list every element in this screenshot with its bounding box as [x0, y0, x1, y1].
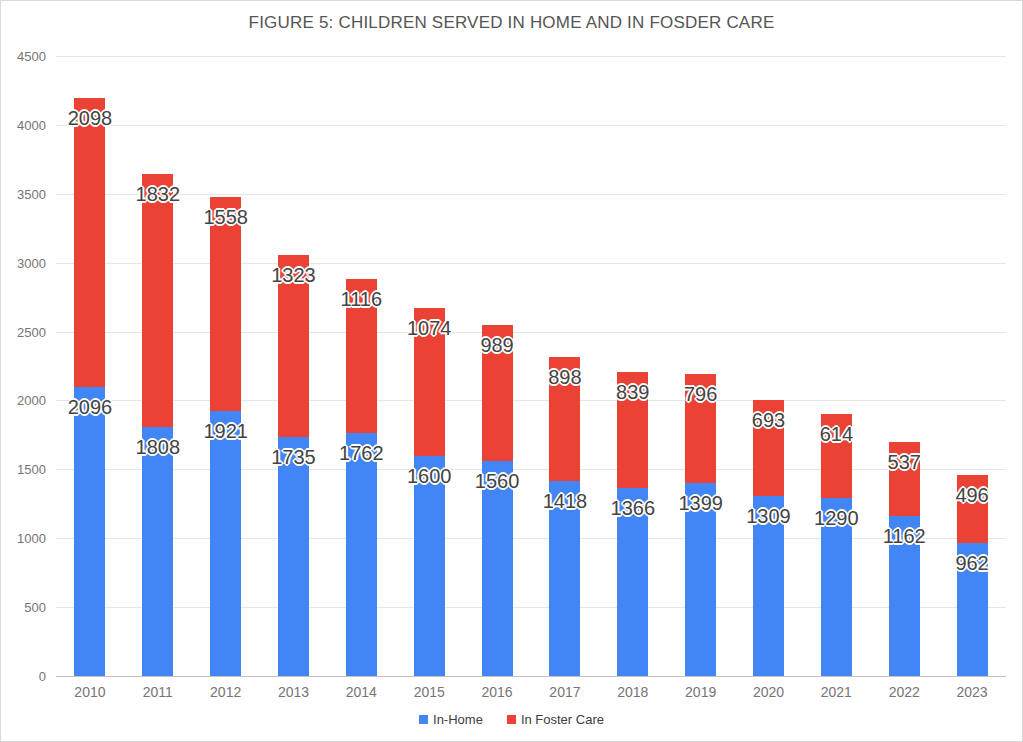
data-label-in-home-2023: 962: [927, 553, 1017, 574]
gridline-2500: [56, 332, 1006, 333]
bar-segment-in-home-2011: [142, 427, 173, 676]
data-label-foster-2014: 1116: [316, 289, 406, 310]
chart-figure: FIGURE 5: CHILDREN SERVED IN HOME AND IN…: [0, 0, 1023, 742]
legend-item-in-home: In-Home: [419, 712, 483, 727]
legend-item-in-foster-care: In Foster Care: [507, 712, 604, 727]
x-tick-label-2021: 2021: [804, 684, 868, 700]
y-tick-label-3000: 3000: [8, 255, 46, 270]
y-tick-label-1000: 1000: [8, 531, 46, 546]
data-label-foster-2021: 614: [791, 424, 881, 445]
data-label-foster-2022: 537: [859, 452, 949, 473]
y-tick-label-500: 500: [8, 600, 46, 615]
bar-segment-in-home-2013: [278, 437, 309, 676]
x-tick-label-2012: 2012: [194, 684, 258, 700]
bar-segment-in-home-2015: [414, 456, 445, 676]
data-label-foster-2016: 989: [452, 335, 542, 356]
data-label-in-home-2012: 1921: [181, 421, 271, 442]
x-tick-label-2020: 2020: [737, 684, 801, 700]
legend-label-in-home: In-Home: [433, 712, 483, 727]
y-tick-label-0: 0: [8, 669, 46, 684]
x-tick-label-2015: 2015: [397, 684, 461, 700]
y-tick-label-1500: 1500: [8, 462, 46, 477]
data-label-in-home-2014: 1762: [316, 443, 406, 464]
bar-segment-in-home-2014: [346, 433, 377, 676]
x-tick-label-2019: 2019: [669, 684, 733, 700]
x-tick-label-2018: 2018: [601, 684, 665, 700]
bar-segment-in-home-2010: [74, 387, 105, 676]
data-label-in-home-2016: 1560: [452, 471, 542, 492]
chart-title: FIGURE 5: CHILDREN SERVED IN HOME AND IN…: [1, 13, 1022, 33]
y-tick-label-4000: 4000: [8, 117, 46, 132]
gridline-3000: [56, 263, 1006, 264]
gridline-2000: [56, 400, 1006, 401]
y-tick-label-3500: 3500: [8, 186, 46, 201]
gridline-500: [56, 607, 1006, 608]
data-label-in-home-2022: 1162: [859, 526, 949, 547]
data-label-foster-2013: 1323: [249, 265, 339, 286]
legend-label-in-foster-care: In Foster Care: [521, 712, 604, 727]
data-label-foster-2019: 796: [656, 384, 746, 405]
y-tick-label-2500: 2500: [8, 324, 46, 339]
bar-segment-in-home-2016: [482, 461, 513, 676]
y-tick-label-2000: 2000: [8, 393, 46, 408]
data-label-foster-2012: 1558: [181, 207, 271, 228]
data-label-in-home-2010: 2096: [45, 397, 135, 418]
x-tick-label-2011: 2011: [126, 684, 190, 700]
x-tick-label-2017: 2017: [533, 684, 597, 700]
legend-swatch-in-home: [419, 715, 428, 724]
x-tick-label-2013: 2013: [262, 684, 326, 700]
bar-segment-in-home-2012: [210, 411, 241, 676]
x-tick-label-2014: 2014: [329, 684, 393, 700]
x-tick-label-2022: 2022: [872, 684, 936, 700]
x-tick-label-2023: 2023: [940, 684, 1004, 700]
bar-segment-foster-2010: [74, 98, 105, 387]
gridline-0: [56, 676, 1006, 677]
data-label-foster-2011: 1832: [113, 184, 203, 205]
data-label-foster-2010: 2098: [45, 108, 135, 129]
data-label-foster-2023: 496: [927, 485, 1017, 506]
gridline-4500: [56, 56, 1006, 57]
x-tick-label-2016: 2016: [465, 684, 529, 700]
gridline-4000: [56, 125, 1006, 126]
bar-segment-foster-2011: [142, 174, 173, 426]
bar-segment-foster-2012: [210, 197, 241, 412]
y-tick-label-4500: 4500: [8, 49, 46, 64]
legend: In-Home In Foster Care: [1, 712, 1022, 727]
x-tick-label-2010: 2010: [58, 684, 122, 700]
legend-swatch-in-foster-care: [507, 715, 516, 724]
